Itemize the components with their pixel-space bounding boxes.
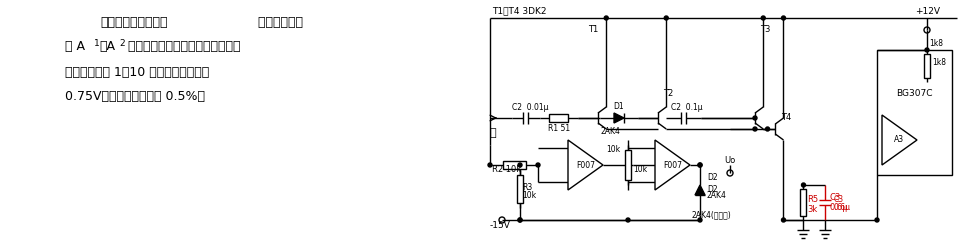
Circle shape [698, 163, 702, 167]
Text: 3k: 3k [806, 205, 817, 214]
Polygon shape [568, 140, 603, 190]
Polygon shape [654, 140, 689, 190]
Text: D2: D2 [706, 185, 717, 194]
Text: 2: 2 [119, 40, 124, 49]
Polygon shape [694, 185, 704, 195]
Circle shape [487, 163, 491, 167]
Polygon shape [881, 115, 916, 165]
Text: 0.6μ: 0.6μ [828, 203, 847, 213]
Text: D2: D2 [706, 173, 717, 182]
Circle shape [698, 163, 702, 167]
Bar [516, 174, 522, 203]
Text: 器。阶梯级数 1～10 可调，每级幅度为: 器。阶梯级数 1～10 可调，每级幅度为 [65, 65, 209, 79]
Text: T1: T1 [587, 26, 598, 34]
Circle shape [664, 16, 668, 20]
Text: BG307C: BG307C [894, 89, 931, 98]
Circle shape [604, 16, 608, 20]
Text: 、A: 、A [99, 41, 115, 53]
Text: 入: 入 [489, 128, 496, 138]
Circle shape [625, 218, 629, 222]
Circle shape [536, 163, 540, 167]
Circle shape [517, 163, 521, 167]
Text: D1: D1 [613, 102, 624, 111]
Circle shape [781, 16, 785, 20]
Text: C2  0.1μ: C2 0.1μ [671, 103, 703, 112]
Circle shape [874, 218, 878, 222]
Text: 高精度阶梯波发生器: 高精度阶梯波发生器 [100, 16, 168, 29]
Text: R1 51: R1 51 [547, 124, 570, 133]
Circle shape [517, 218, 521, 222]
Text: 0.75V，非线性失真小于 0.5%。: 0.75V，非线性失真小于 0.5%。 [65, 91, 204, 103]
Bar [923, 54, 929, 78]
Circle shape [698, 218, 702, 222]
Text: 0.6μ: 0.6μ [832, 203, 850, 212]
Circle shape [924, 48, 928, 52]
Text: C3: C3 [828, 193, 840, 203]
Text: 1: 1 [94, 40, 100, 49]
Bar [799, 189, 805, 216]
Text: 该电路是由运: 该电路是由运 [246, 16, 302, 29]
Text: 10k: 10k [606, 145, 619, 154]
Text: 10k: 10k [521, 192, 536, 201]
Circle shape [761, 16, 765, 20]
Text: F007: F007 [576, 161, 594, 170]
Text: 10k: 10k [633, 165, 646, 174]
Text: R3: R3 [521, 183, 532, 193]
Circle shape [752, 127, 756, 131]
Text: R2 10k: R2 10k [491, 165, 520, 174]
Text: C2  0.01μ: C2 0.01μ [512, 103, 547, 112]
Circle shape [517, 218, 521, 222]
Text: 2AK4: 2AK4 [706, 191, 726, 200]
Text: Uo: Uo [724, 156, 735, 165]
Circle shape [781, 218, 785, 222]
Circle shape [800, 183, 804, 187]
Bar [624, 150, 631, 180]
Polygon shape [613, 113, 623, 123]
Text: T4: T4 [780, 112, 791, 122]
Text: C3: C3 [832, 195, 843, 204]
Text: 1k8: 1k8 [931, 58, 945, 67]
Text: T1～T4 3DK2: T1～T4 3DK2 [491, 7, 546, 16]
Text: F007: F007 [663, 161, 681, 170]
Text: T3: T3 [760, 26, 769, 34]
Circle shape [765, 127, 768, 131]
Text: 2AK4: 2AK4 [600, 126, 619, 135]
Text: 1k8: 1k8 [928, 39, 942, 48]
Bar [503, 161, 526, 169]
Text: R5: R5 [806, 195, 818, 204]
Text: -15V: -15V [489, 221, 511, 230]
Text: 放 A: 放 A [65, 41, 85, 53]
Text: 和比较控制电路组成的阶梯波发生: 和比较控制电路组成的阶梯波发生 [124, 41, 240, 53]
Circle shape [752, 116, 756, 120]
Bar [876, 50, 951, 175]
Text: T2: T2 [663, 89, 672, 98]
Bar [548, 114, 568, 122]
Text: A3: A3 [893, 135, 904, 144]
Text: +12V: +12V [914, 7, 939, 16]
Text: 2AK4(阶梯波): 2AK4(阶梯波) [691, 211, 731, 220]
